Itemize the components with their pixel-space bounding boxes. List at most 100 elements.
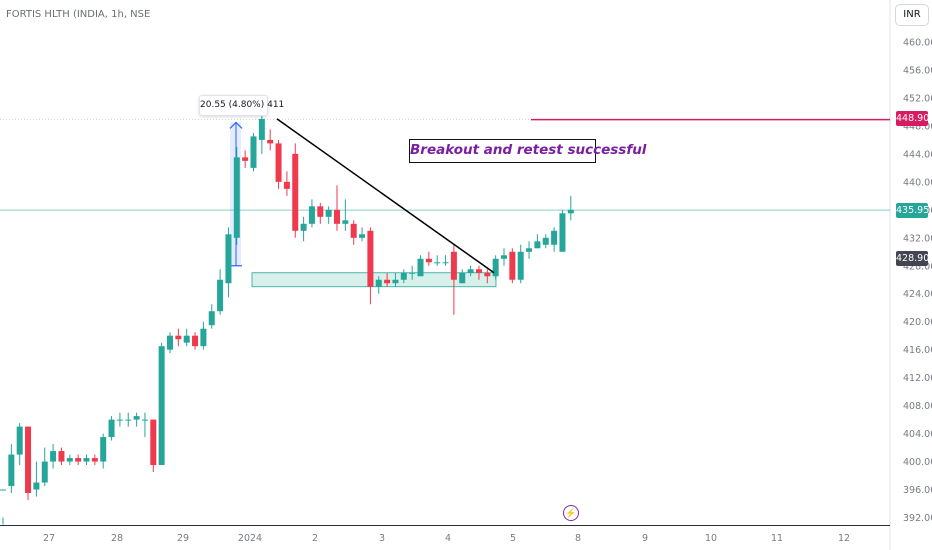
time-tick-label: 2: [312, 533, 318, 544]
candle-up: [300, 223, 307, 231]
candle-up: [375, 279, 382, 287]
time-tick-label: 4: [445, 533, 451, 544]
candle-up: [225, 234, 232, 284]
candle-up: [217, 279, 224, 312]
candle-up: [41, 461, 48, 483]
candle-up: [66, 458, 73, 462]
price-axis: 460.00456.00452.00448.00444.00440.00436.…: [889, 0, 932, 550]
candle-down: [275, 143, 282, 182]
price-tick-label: 444.00: [903, 149, 932, 160]
candle-up: [517, 251, 524, 280]
measure-arrow-head: [229, 121, 243, 129]
candle-up: [400, 272, 407, 280]
candle-up: [492, 258, 499, 277]
candle-down: [350, 223, 357, 238]
candle-down: [334, 209, 340, 224]
candle-up: [83, 458, 90, 462]
price-tick-label: 456.00: [903, 65, 932, 76]
candle-down: [267, 139, 274, 144]
candle-up: [100, 437, 107, 462]
time-tick-label: 3: [379, 533, 385, 544]
time-tick-label: 29: [177, 533, 189, 544]
time-tick-label: 27: [43, 533, 55, 544]
currency-button[interactable]: INR: [895, 4, 929, 26]
descending-trendline: [276, 118, 495, 274]
candle-down: [150, 419, 157, 466]
candle-up: [141, 419, 148, 421]
price-tick-label: 448.00: [903, 121, 932, 132]
candle-down: [75, 458, 82, 462]
price-tick-label: 412.00: [903, 373, 932, 384]
candle-up: [108, 419, 115, 438]
time-tick-label: 2024: [238, 533, 262, 544]
candle-up: [567, 209, 574, 214]
candle-down: [317, 206, 324, 217]
candle-up: [233, 157, 240, 238]
candles-series: [0, 115, 574, 525]
breakout-annotation[interactable]: Breakout and retest successful: [409, 139, 646, 163]
candle-up: [183, 335, 190, 343]
candle-down: [283, 181, 290, 189]
candle-up: [116, 419, 123, 421]
candle-up: [417, 258, 424, 277]
candle-up: [359, 234, 366, 238]
candle-up: [325, 209, 332, 217]
marked-price-tag: 428.90: [896, 251, 930, 266]
candle-down: [367, 230, 374, 287]
candle-down: [175, 335, 182, 340]
candle-up: [258, 118, 265, 140]
candle-up: [250, 136, 257, 168]
price-range-measure-label: 20.55 (4.80%) 411: [199, 95, 284, 116]
candle-up: [442, 262, 449, 264]
candle-up: [50, 451, 57, 462]
candle-up: [158, 346, 165, 466]
candle-down: [58, 451, 65, 462]
price-tick-label: 400.00: [903, 457, 932, 468]
candle-down: [384, 279, 391, 284]
candle-up: [33, 482, 40, 490]
time-tick-label: 28: [111, 533, 123, 544]
last-price-tag: 435.95: [896, 203, 930, 218]
price-tick-label: 420.00: [903, 317, 932, 328]
candle-up: [167, 335, 173, 350]
candle-up: [392, 279, 399, 284]
price-tick-label: 392.00: [903, 513, 932, 524]
candle-down: [91, 458, 98, 462]
candle-up: [534, 241, 541, 249]
time-tick-label: 5: [510, 533, 516, 544]
resistance-price-tag: 448.90: [896, 111, 930, 126]
candle-up: [0, 489, 6, 491]
candle-down: [25, 426, 32, 494]
price-tick-label: 452.00: [903, 93, 932, 104]
price-tick-label: 440.00: [903, 177, 932, 188]
candle-up: [125, 419, 132, 421]
candle-up: [16, 426, 23, 455]
candle-up: [8, 454, 15, 487]
candle-up: [542, 237, 549, 245]
time-tick-label: 10: [705, 533, 717, 544]
drawings-overlay: [276, 118, 495, 274]
price-tick-label: 424.00: [903, 289, 932, 300]
candle-up: [467, 269, 474, 273]
symbol-title: FORTIS HLTH (INDIA, 1h, NSE: [6, 9, 151, 20]
candle-up: [501, 255, 507, 259]
time-tick-label: 11: [771, 533, 783, 544]
time-tick-label: 8: [575, 533, 581, 544]
candle-up: [342, 220, 349, 224]
candle-down: [475, 269, 482, 273]
candle-up: [434, 262, 441, 264]
candle-up: [308, 206, 315, 224]
time-tick-label: 9: [642, 533, 648, 544]
candle-down: [484, 272, 491, 277]
price-tick-label: 416.00: [903, 345, 932, 356]
candle-up: [459, 272, 466, 284]
price-tick-label: 460.00: [903, 38, 932, 49]
candle-up: [409, 272, 416, 274]
candle-up: [208, 311, 215, 326]
candle-up: [200, 328, 207, 347]
candle-up: [559, 213, 566, 252]
price-tick-label: 432.00: [903, 233, 932, 244]
flash-icon[interactable]: ⚡: [563, 505, 579, 521]
candle-down: [425, 258, 432, 263]
